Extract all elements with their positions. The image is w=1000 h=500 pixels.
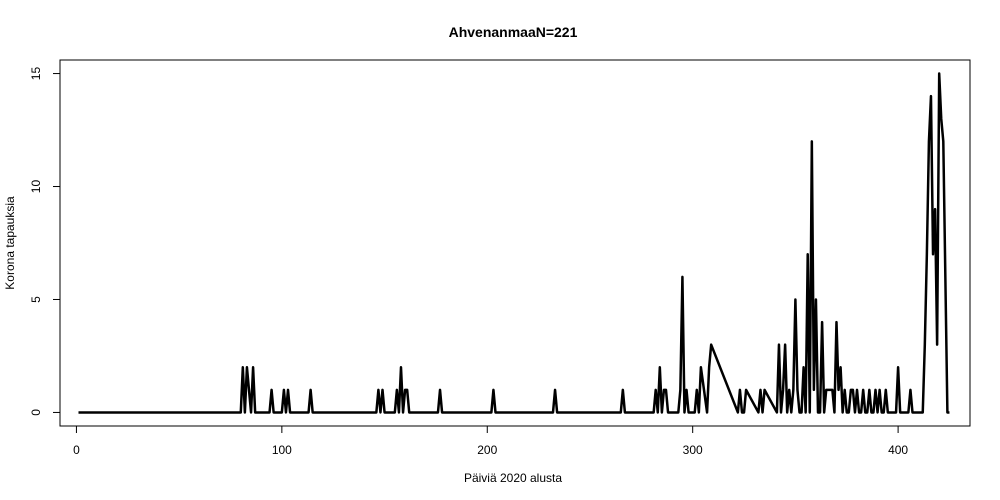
x-axis-label: Päiviä 2020 alusta [464, 471, 562, 485]
series-line [78, 72, 950, 414]
y-tick-label: 0 [29, 409, 43, 416]
chart-title: AhvenanmaaN=221 [449, 24, 578, 40]
plot-frame [59, 59, 971, 427]
y-tick-label: 10 [29, 180, 43, 194]
y-axis-label: Korona tapauksia [3, 196, 17, 290]
x-tick-label: 400 [888, 443, 908, 457]
series-layer [78, 72, 950, 414]
x-tick-label: 0 [73, 443, 80, 457]
x-axis: 0 100 200 300 400 [73, 425, 908, 457]
x-tick-label: 200 [477, 443, 497, 457]
x-tick-label: 300 [683, 443, 703, 457]
y-axis: 0 5 10 15 [29, 67, 61, 416]
x-tick-label: 100 [272, 443, 292, 457]
y-tick-label: 15 [29, 67, 43, 81]
y-tick-label: 5 [29, 296, 43, 303]
